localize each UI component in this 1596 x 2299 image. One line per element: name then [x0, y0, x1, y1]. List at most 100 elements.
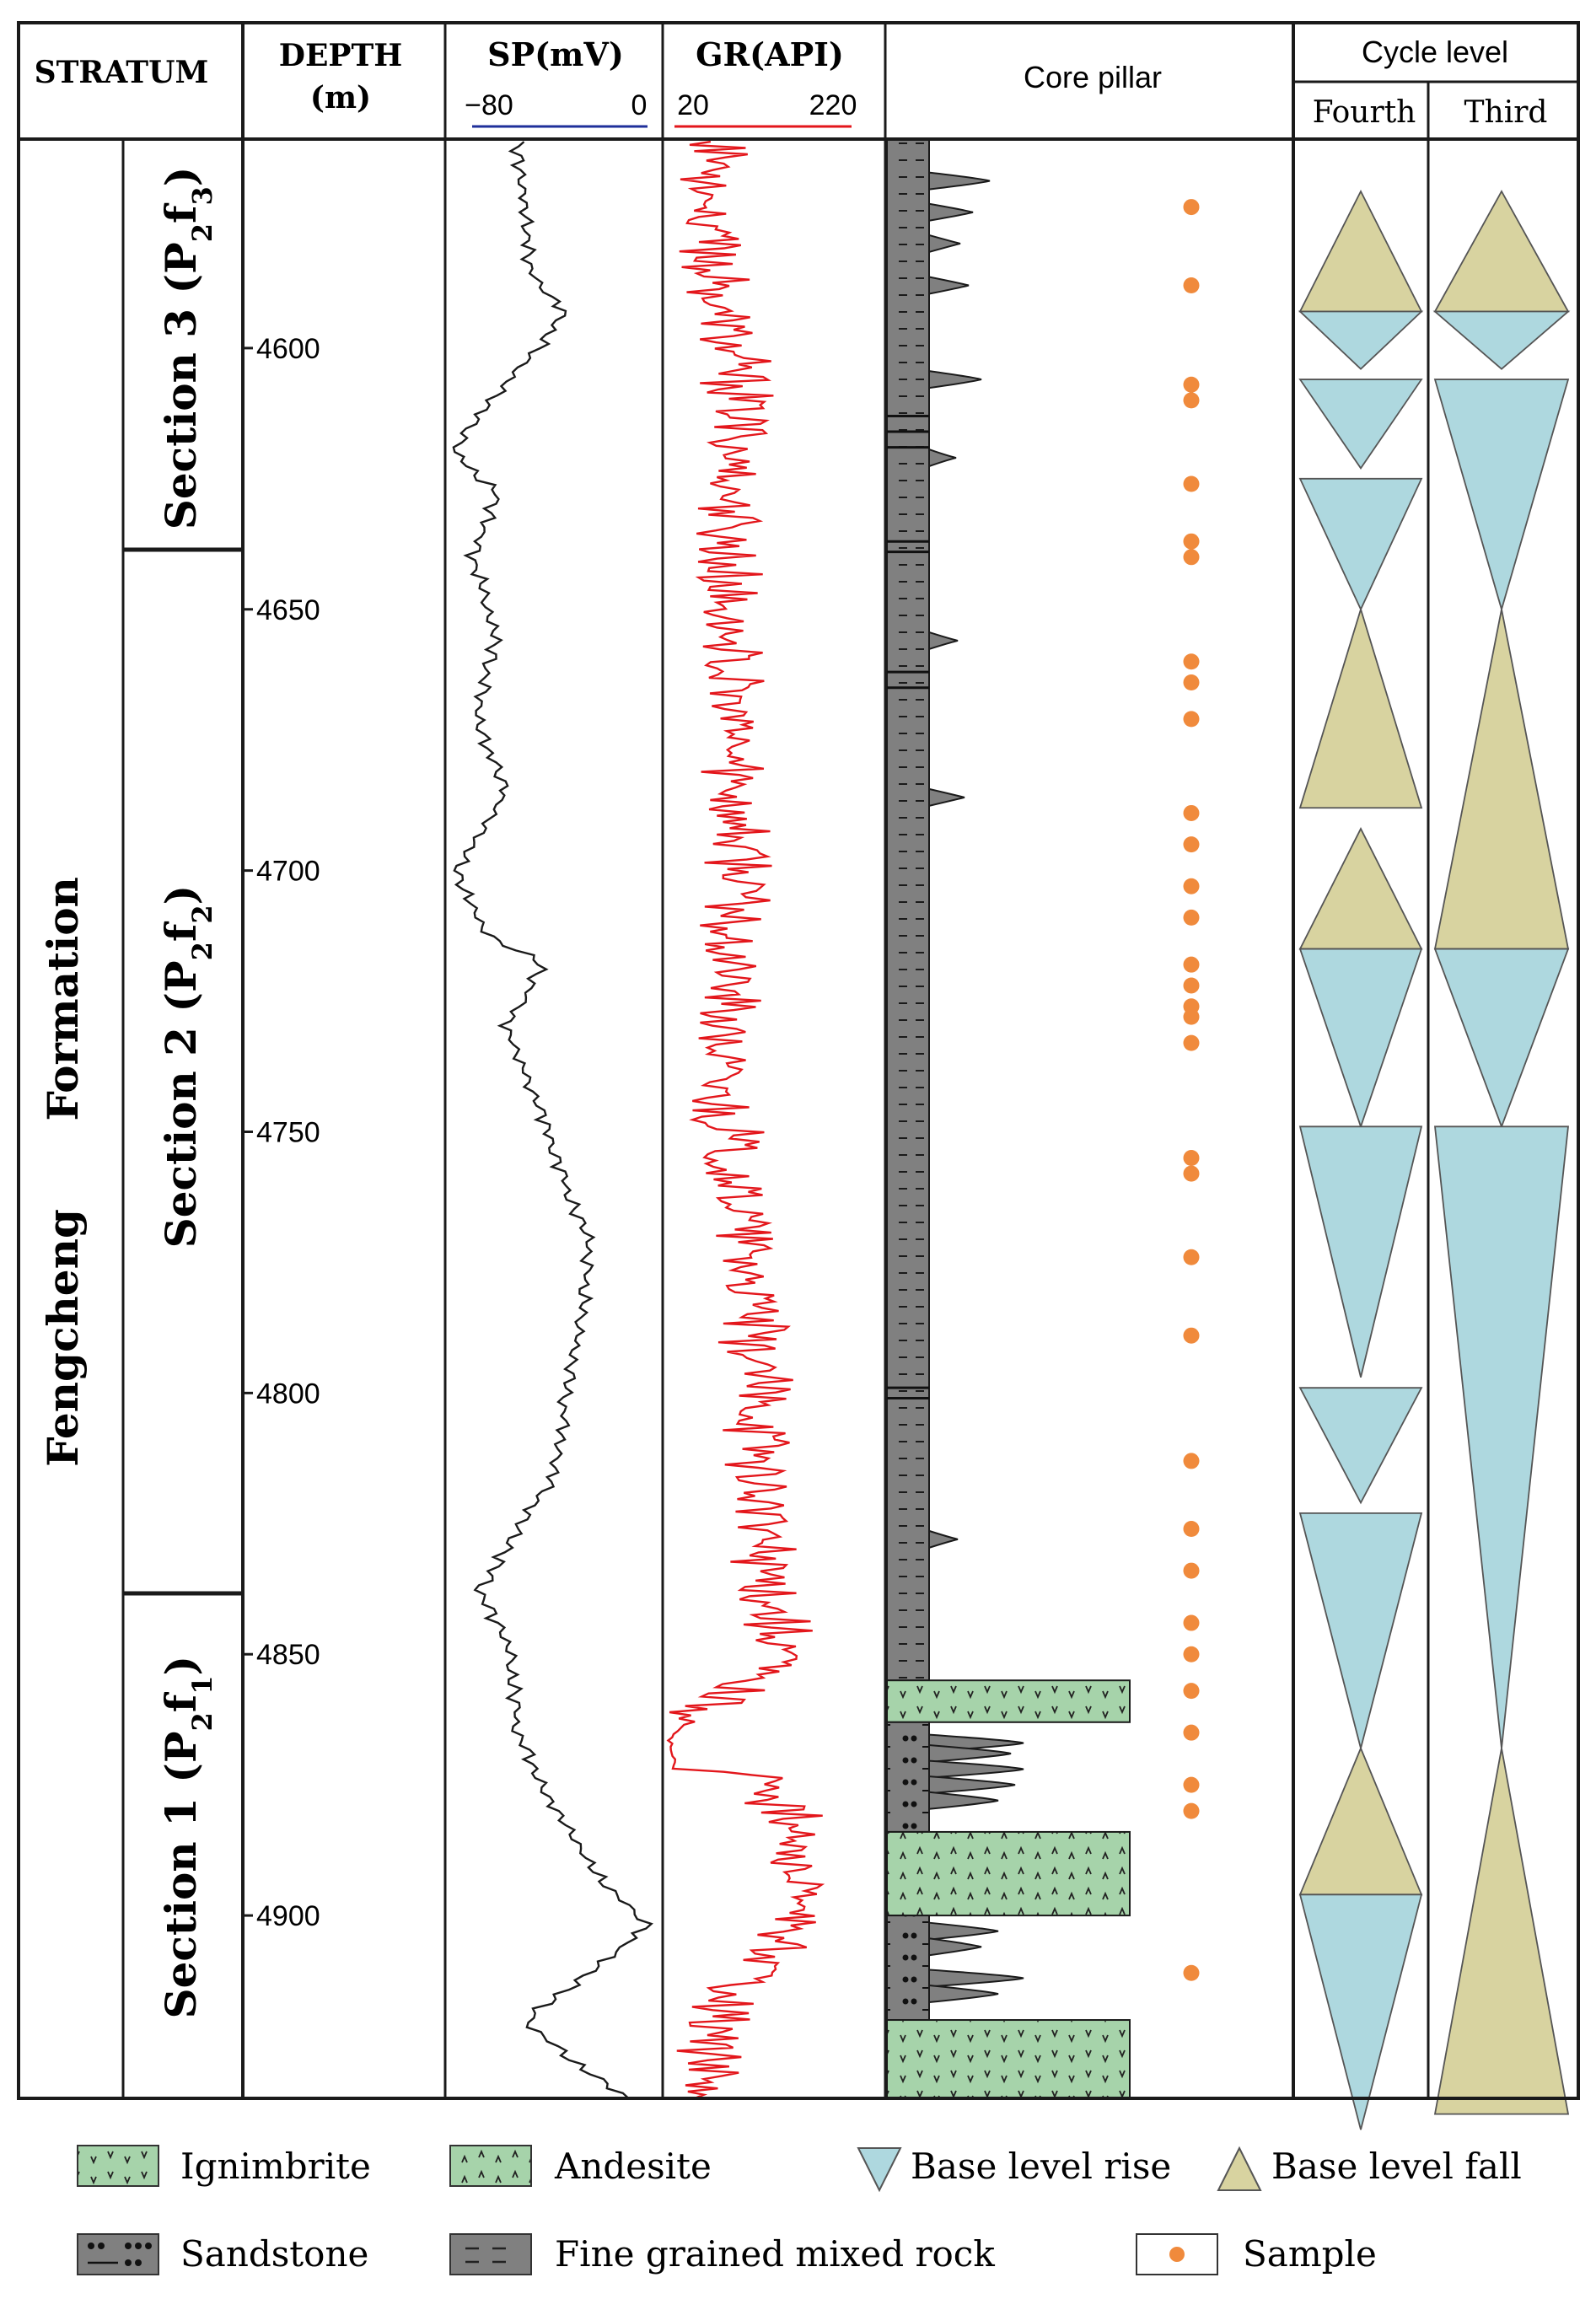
sample-point [1183, 1034, 1200, 1051]
formation-label: Fengcheng Formation [38, 877, 88, 1467]
depth-tick-label: 4850 [256, 1639, 320, 1671]
sample-point [1183, 1249, 1200, 1265]
core-sandstone-spike [928, 787, 965, 808]
sample-point [1183, 836, 1200, 853]
third-cycle-rise-triangle [1433, 1125, 1570, 1748]
sample-point [1183, 392, 1200, 409]
core-sandstone-spike [928, 1984, 999, 2004]
cycle-triangles [1298, 189, 1571, 2130]
legend-sample-dot-icon [1169, 2247, 1185, 2262]
depth-tick-label: 4650 [256, 594, 320, 626]
sample-point [1183, 1724, 1200, 1741]
table-header: STRATUM DEPTH (m) SP(mV) −80 0 GR(API) 2… [35, 35, 1548, 130]
core-sandstone-spike [928, 631, 959, 651]
depth-tick-label: 4600 [256, 333, 320, 365]
sample-point [1183, 1453, 1200, 1469]
core-layer-mixed [886, 138, 930, 1682]
fourth-cycle-rise-triangle [1298, 1125, 1423, 1378]
sample-point [1183, 1802, 1200, 1819]
fourth-cycle-rise-triangle [1298, 379, 1423, 470]
fourth-cycle-fall-triangle [1298, 606, 1423, 809]
core-sandstone-spike [928, 202, 974, 222]
sample-point [1183, 376, 1200, 393]
sp-curve-line [452, 141, 653, 2099]
third-cycle-fall-triangle [1433, 190, 1570, 313]
core-sandstone-spike [928, 1937, 982, 1957]
sp-scale-max: 0 [631, 89, 648, 121]
core-sandstone-spike [928, 1921, 999, 1941]
gr-scale-max: 220 [809, 89, 857, 121]
fourth-cycle-rise-triangle [1298, 948, 1423, 1130]
legend-mixed-rock-swatch [449, 2233, 532, 2275]
sample-point [1183, 909, 1200, 926]
stratum-column: Fengcheng Formation Section 3 (P2f3) Sec… [38, 167, 218, 2019]
sample-point [1183, 1776, 1200, 1793]
depth-header: DEPTH [279, 38, 403, 73]
sample-point [1183, 549, 1200, 566]
sample-point [1183, 674, 1200, 691]
sample-point [1183, 878, 1200, 894]
depth-tick-label: 4750 [256, 1116, 320, 1148]
section-1-label: Section 1 (P2f1) [156, 1656, 218, 2019]
sample-point [1183, 1327, 1200, 1344]
legend-fall-triangle-icon [1217, 2146, 1262, 2191]
gr-header: GR(API) [696, 35, 844, 73]
core-sandstone-spike [928, 1791, 999, 1810]
fourth-header: Fourth [1313, 95, 1416, 130]
sample-point [1183, 1149, 1200, 1166]
gr-curve [666, 140, 825, 2099]
core-sandstone-spike [928, 448, 957, 468]
stratum-header: STRATUM [35, 55, 209, 90]
core-sandstone-spike [928, 1775, 1016, 1795]
legend: Ignimbrite Andesite Base level rise Base… [77, 2145, 1522, 2275]
sample-point [1183, 1964, 1200, 1981]
sample-point [1183, 1165, 1200, 1182]
depth-axis: 4600 4650 4700 4750 4800 4850 4900 [243, 333, 320, 1932]
core-pillar-header: Core pillar [1024, 60, 1162, 94]
core-layer-sandstone [886, 1915, 930, 2022]
sample-point [1183, 1614, 1200, 1631]
fourth-cycle-rise-triangle [1298, 1512, 1423, 1749]
fourth-cycle-rise-triangle [1298, 477, 1423, 611]
sample-point [1183, 653, 1200, 670]
third-cycle-fall-triangle [1433, 609, 1570, 950]
third-cycle-rise-triangle [1433, 948, 1570, 1129]
sample-point [1183, 977, 1200, 994]
legend-sample-label: Sample [1243, 2233, 1377, 2275]
fourth-cycle-rise-triangle [1298, 310, 1424, 370]
core-sandstone-spike [928, 171, 991, 191]
cycle-level-header: Cycle level [1362, 35, 1508, 69]
fourth-cycle-fall-triangle [1298, 1746, 1423, 1896]
sample-point [1183, 475, 1200, 492]
sample-point [1183, 956, 1200, 973]
sample-point [1183, 1646, 1200, 1662]
sample-point [1183, 1008, 1200, 1025]
sample-point [1183, 804, 1200, 821]
legend-fall-label: Base level fall [1271, 2146, 1522, 2187]
third-header: Third [1464, 95, 1548, 130]
core-sandstone-spike [928, 1743, 1012, 1764]
sample-point [1183, 1520, 1200, 1537]
third-cycle-rise-triangle [1433, 379, 1570, 612]
legend-ignimbrite-swatch [77, 2145, 159, 2187]
core-layer-ignimbrite [886, 2019, 1131, 2100]
depth-tick-label: 4900 [256, 1900, 320, 1932]
core-sandstone-spike [928, 234, 961, 254]
gr-scale-min: 20 [677, 89, 709, 121]
legend-andesite-swatch [449, 2145, 532, 2187]
legend-andesite-label: Andesite [554, 2146, 712, 2187]
sample-points [1183, 199, 1200, 1981]
sample-point [1183, 1562, 1200, 1579]
legend-sandstone-swatch [77, 2233, 159, 2275]
sample-point [1183, 533, 1200, 550]
table-grid [17, 21, 1580, 2100]
core-sandstone-spike [928, 1529, 959, 1550]
fourth-cycle-fall-triangle [1298, 189, 1423, 313]
fourth-cycle-rise-triangle [1298, 1893, 1423, 2130]
sample-point [1183, 199, 1200, 216]
depth-tick-label: 4700 [256, 856, 320, 888]
fourth-cycle-rise-triangle [1298, 1387, 1423, 1505]
fourth-cycle-fall-triangle [1298, 827, 1423, 950]
third-cycle-fall-triangle [1433, 1748, 1570, 2115]
legend-sandstone-label: Sandstone [180, 2233, 368, 2275]
